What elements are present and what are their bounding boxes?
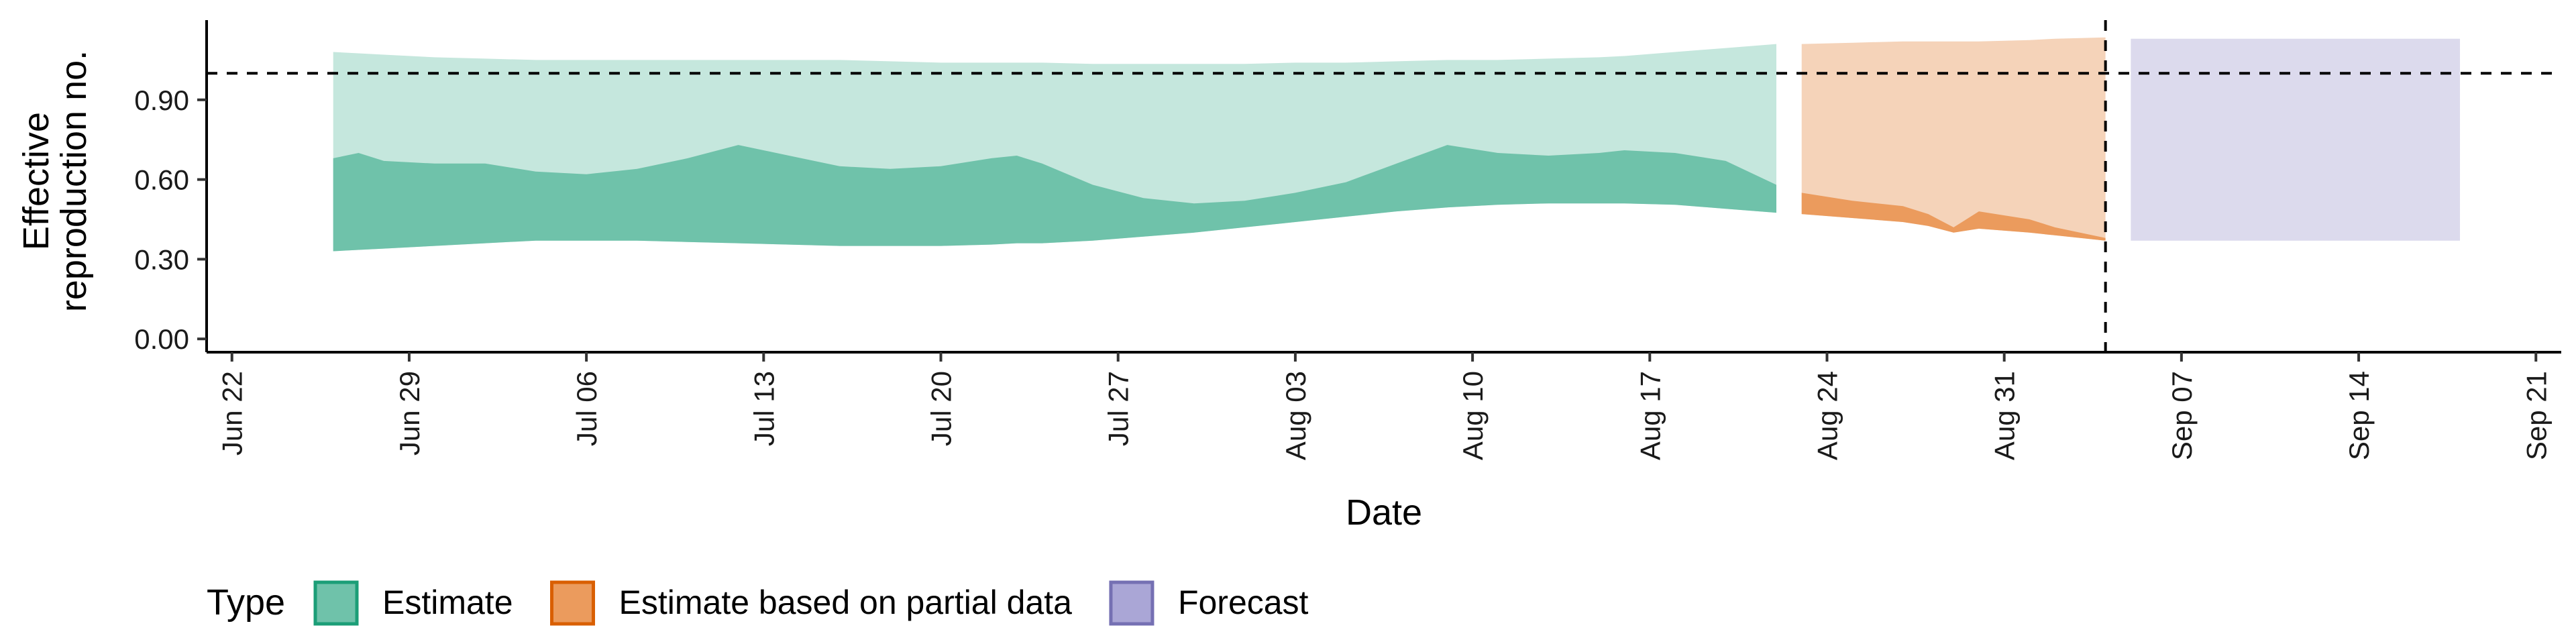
y-tick-label: 0.00 (134, 323, 189, 355)
x-tick-label: Aug 10 (1457, 371, 1489, 460)
x-tick-label: Aug 24 (1811, 371, 1843, 460)
y-tick-label: 0.30 (134, 244, 189, 275)
legend-label: Estimate (382, 584, 513, 621)
x-tick-label: Aug 03 (1280, 371, 1311, 460)
legend-swatch (313, 580, 359, 626)
x-tick-label: Jun 29 (394, 371, 425, 455)
estimate-based-on-partial-data-outer-ribbon (1801, 37, 2106, 241)
estimate-inner-ribbon (333, 145, 1777, 252)
y-axis-title: Effectivereproduction no. (16, 50, 94, 312)
legend-item: Forecast (1109, 580, 1309, 626)
y-tick-label: 0.60 (134, 164, 189, 196)
x-tick-label: Sep 07 (2166, 371, 2198, 460)
x-tick-label: Aug 31 (1989, 371, 2021, 460)
forecast-outer-ribbon (2131, 38, 2460, 241)
x-tick-label: Jul 20 (926, 371, 957, 446)
x-tick-label: Sep 14 (2343, 371, 2375, 460)
reference-lines (207, 20, 2561, 352)
legend-item: Estimate based on partial data (550, 580, 1073, 626)
legend-item: Estimate (313, 580, 513, 626)
estimate-based-on-partial-data-inner-ribbon (1801, 193, 2106, 241)
axes: 0.00 0.30 0.60 0.90 Jun 22 Jun 29 Jul 06 Jul 13… (16, 20, 2561, 533)
legend-swatch (1109, 580, 1155, 626)
x-tick-label: Jun 22 (217, 371, 248, 455)
y-axis-title-line: reproduction no. (54, 50, 94, 312)
legend-swatch (550, 580, 596, 626)
legend: Type Estimate Estimate based on partial da… (207, 580, 1309, 626)
x-tick-label: Jul 13 (748, 371, 780, 446)
y-tick-label: 0.90 (134, 85, 189, 116)
x-tick-label: Jul 27 (1103, 371, 1134, 446)
y-axis-title-line: Effective (16, 112, 56, 250)
x-tick-label: Jul 06 (571, 371, 602, 446)
x-tick-label: Sep 21 (2520, 371, 2552, 460)
legend-title: Type (207, 582, 285, 623)
legend-label: Estimate based on partial data (619, 584, 1073, 621)
ribbons-layer (333, 37, 2460, 252)
x-axis-title: Date (1346, 492, 1422, 533)
legend-label: Forecast (1178, 584, 1309, 621)
x-tick-label: Aug 17 (1634, 371, 1666, 460)
